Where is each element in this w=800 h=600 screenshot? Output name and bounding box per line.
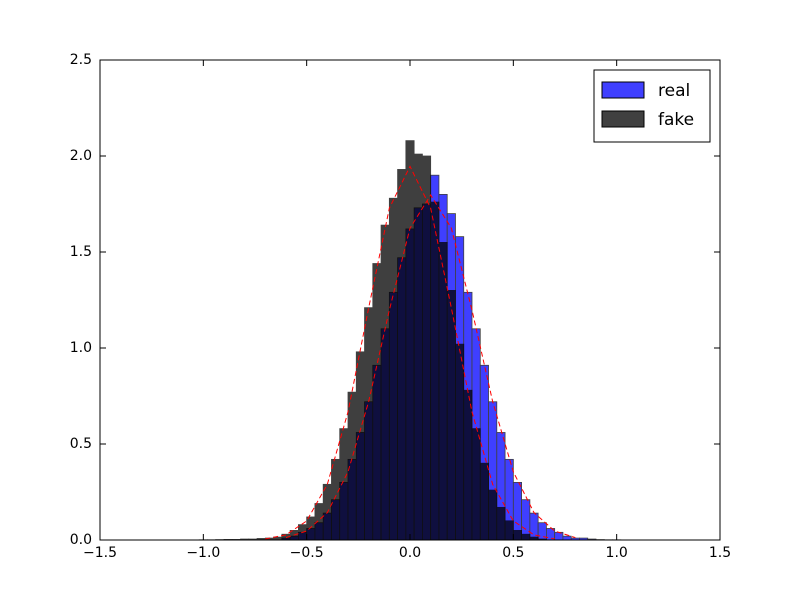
bar xyxy=(388,197,399,541)
y-tick-label: 0.0 xyxy=(70,532,92,548)
y-tick-label: 0.5 xyxy=(70,436,92,452)
bar xyxy=(455,343,465,541)
bar xyxy=(512,530,522,541)
bar xyxy=(446,289,456,541)
bar xyxy=(521,533,531,541)
fit-curve xyxy=(265,165,555,540)
bar xyxy=(372,263,382,541)
y-tick-label: 2.5 xyxy=(70,52,92,68)
legend-swatch xyxy=(601,110,645,128)
x-tick-label: 0.0 xyxy=(399,545,421,561)
x-tick-label: 1.5 xyxy=(709,545,731,561)
bar xyxy=(413,153,423,541)
x-tick-label: −0.5 xyxy=(290,545,324,561)
bar xyxy=(397,169,407,541)
bar xyxy=(421,155,432,541)
bar xyxy=(438,241,448,541)
bar xyxy=(554,531,564,541)
bar xyxy=(314,503,324,541)
legend-box xyxy=(593,69,711,143)
bar xyxy=(339,428,349,541)
bar xyxy=(496,506,506,541)
y-tick-label: 1.0 xyxy=(70,340,92,356)
bar xyxy=(504,520,514,541)
bar xyxy=(380,224,390,541)
fit-curve xyxy=(285,194,576,539)
bar xyxy=(331,458,341,541)
legend-swatch xyxy=(601,81,645,99)
bar xyxy=(355,351,365,541)
x-tick-label: −1.0 xyxy=(186,545,220,561)
bar xyxy=(488,489,498,541)
bar xyxy=(430,201,440,541)
bar xyxy=(471,428,481,541)
x-tick-label: −1.5 xyxy=(83,545,117,561)
legend-label: fake xyxy=(658,110,694,130)
x-tick-label: 1.0 xyxy=(606,545,628,561)
bar xyxy=(529,512,539,541)
bar xyxy=(562,535,572,541)
legend-label: real xyxy=(658,81,690,101)
y-tick-label: 2.0 xyxy=(70,148,92,164)
y-tick-label: 1.5 xyxy=(70,244,92,260)
bar xyxy=(405,140,415,541)
bar xyxy=(479,462,489,541)
bar xyxy=(306,516,316,541)
bar xyxy=(463,389,473,541)
bar xyxy=(364,307,374,541)
x-tick-label: 0.5 xyxy=(502,545,524,561)
